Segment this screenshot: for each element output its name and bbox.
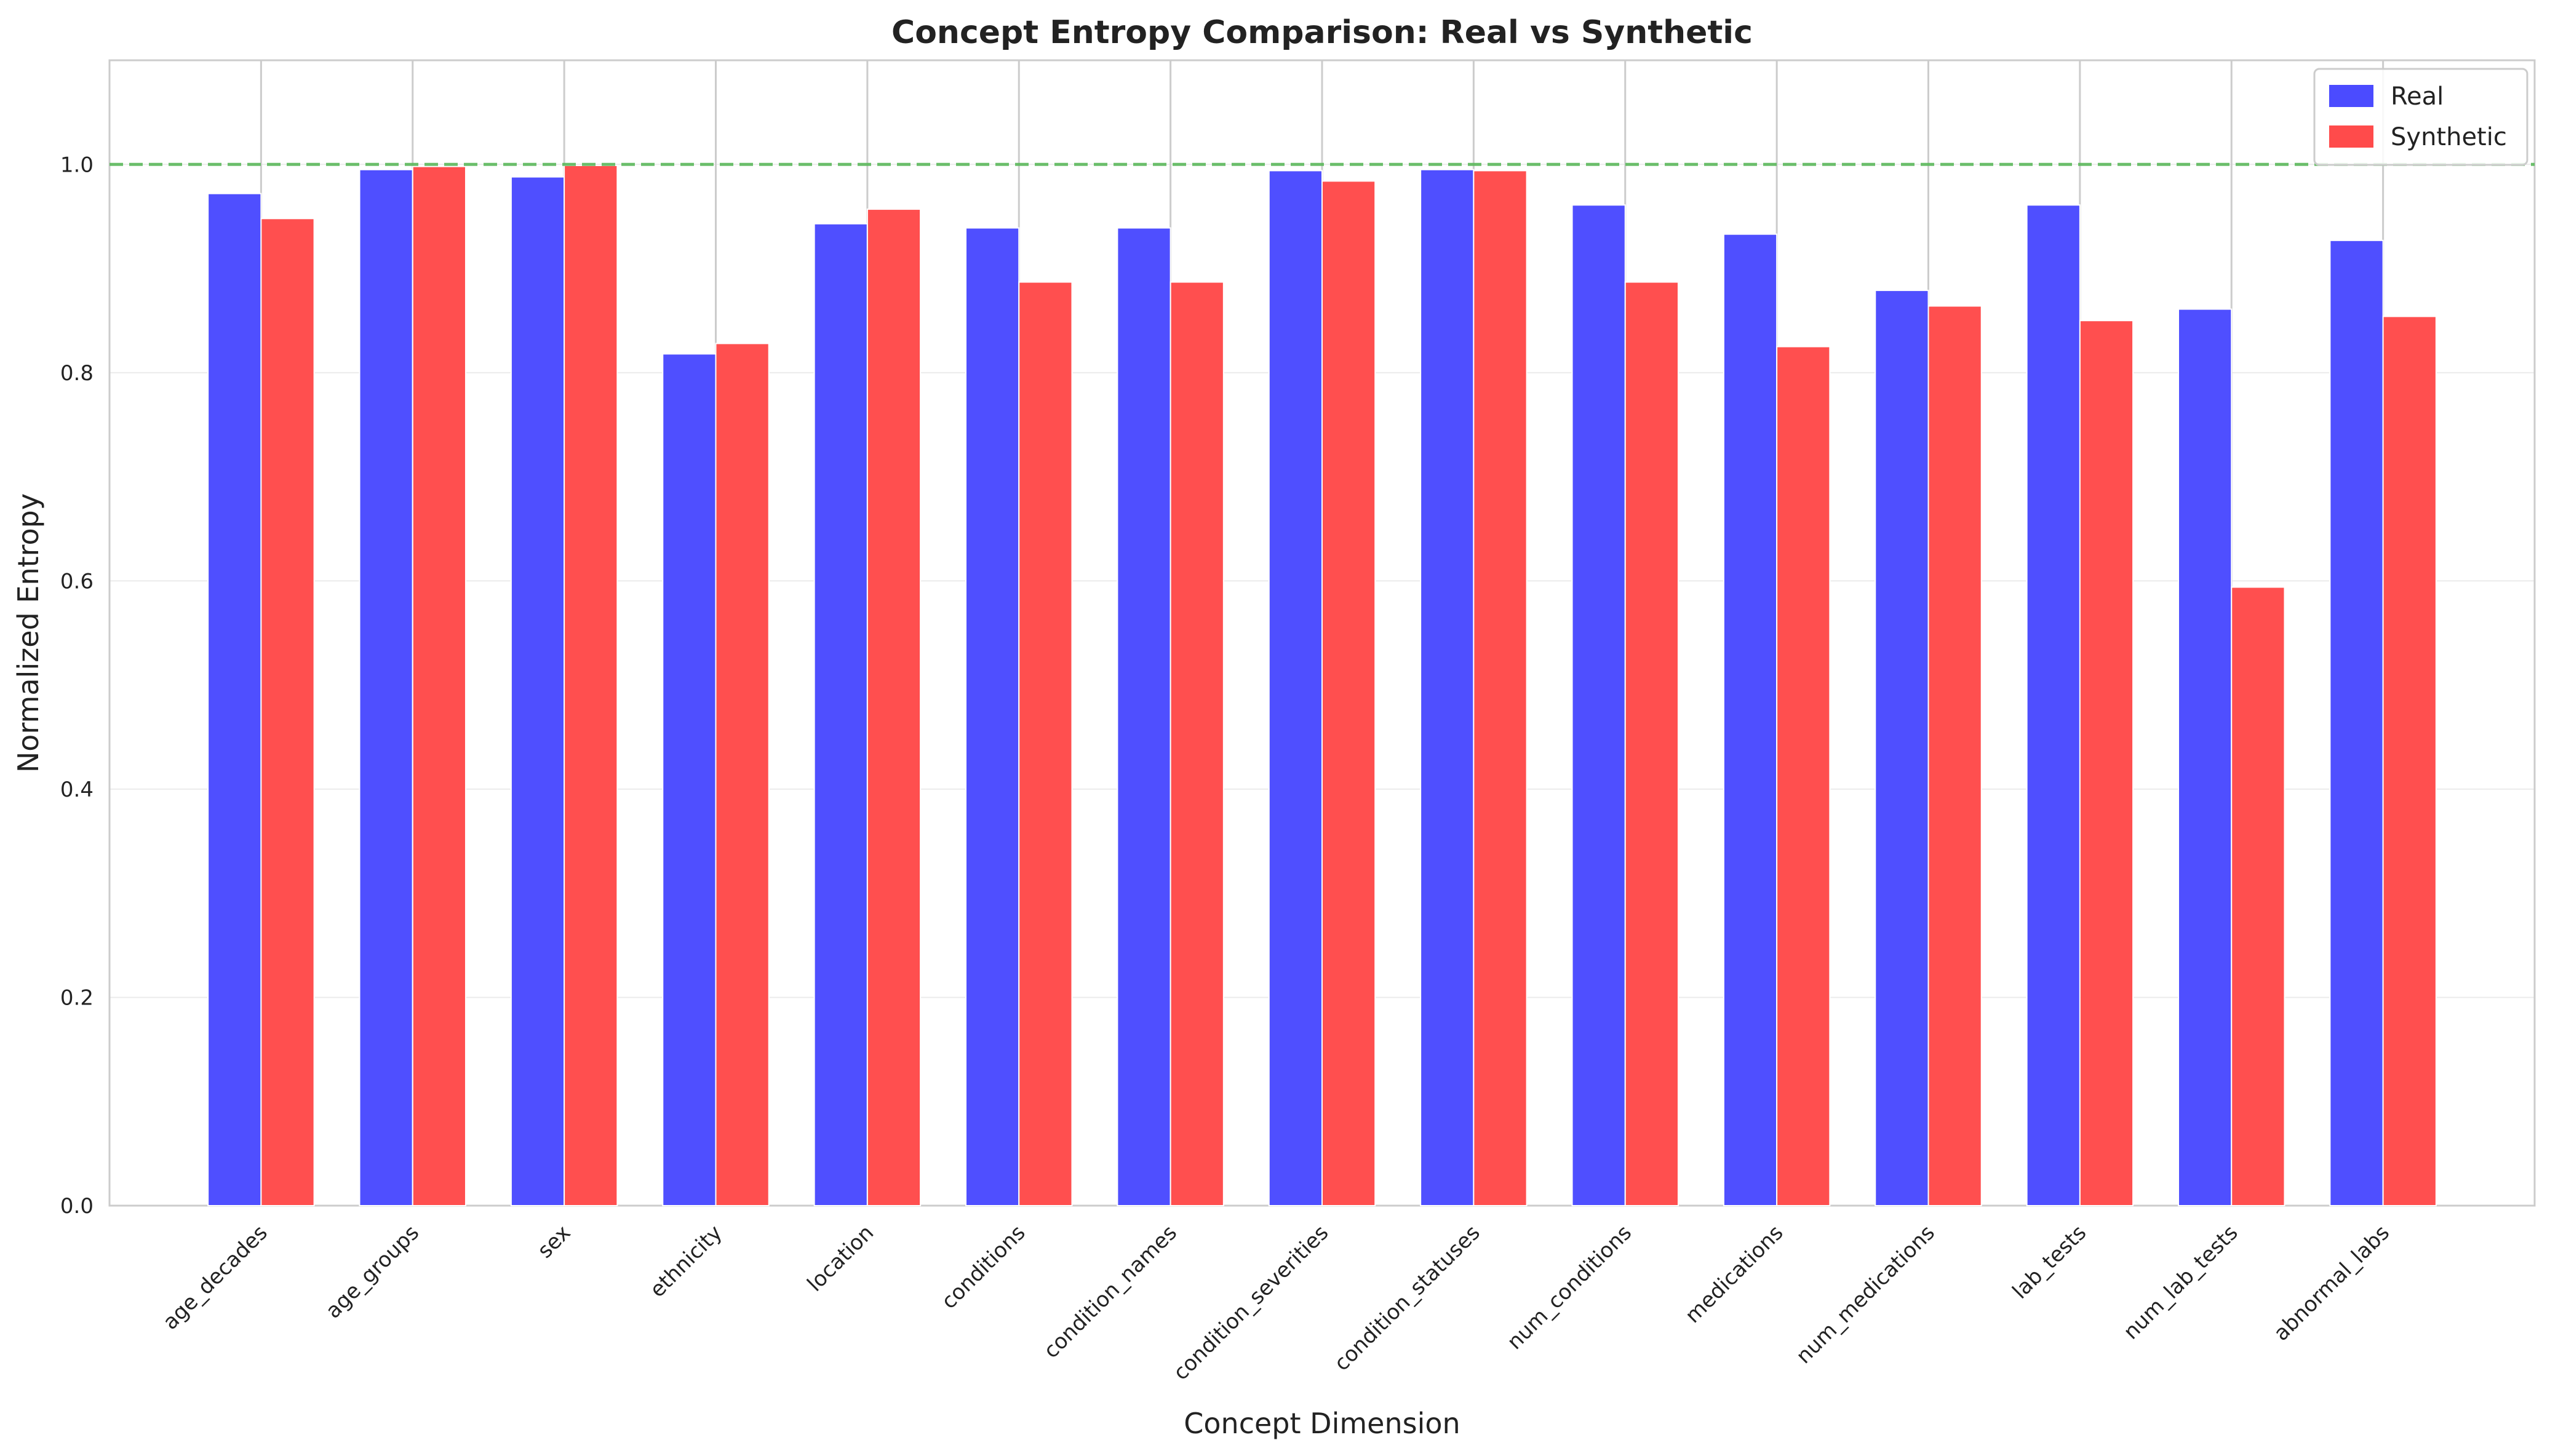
bar-synthetic-location bbox=[866, 209, 922, 1206]
bar-real-ethnicity bbox=[662, 353, 717, 1206]
bar-real-age_groups bbox=[359, 169, 413, 1207]
bar-synthetic-num_medications bbox=[1927, 305, 1982, 1206]
y-tick-label: 0.0 bbox=[60, 1194, 94, 1219]
y-tick-labels: 0.0 0.2 0.4 0.6 0.8 1.0 bbox=[60, 153, 94, 1219]
bar-real-age_decades bbox=[207, 193, 262, 1207]
bar-synthetic-condition_statuses bbox=[1473, 170, 1528, 1206]
bar-synthetic-conditions bbox=[1018, 281, 1073, 1206]
bar-real-lab_tests bbox=[2026, 204, 2081, 1207]
bar-synthetic-age_decades bbox=[260, 218, 315, 1206]
bar-synthetic-condition_names bbox=[1169, 281, 1224, 1206]
legend-label-synthetic: Synthetic bbox=[2391, 123, 2507, 151]
bars-layer bbox=[207, 164, 2437, 1207]
bar-real-conditions bbox=[965, 227, 1020, 1207]
bar-synthetic-medications bbox=[1776, 346, 1831, 1206]
bar-real-medications bbox=[1723, 233, 1778, 1207]
chart-title: Concept Entropy Comparison: Real vs Synt… bbox=[891, 14, 1753, 51]
legend-swatch-real bbox=[2329, 85, 2373, 107]
legend: Real Synthetic bbox=[2313, 68, 2528, 166]
legend-swatch-synthetic bbox=[2329, 125, 2373, 148]
bar-synthetic-abnormal_labs bbox=[2382, 316, 2437, 1206]
y-tick-label: 0.6 bbox=[60, 569, 94, 594]
bar-real-sex bbox=[510, 176, 565, 1206]
bar-real-abnormal_labs bbox=[2329, 239, 2384, 1207]
bar-real-condition_severities bbox=[1268, 170, 1323, 1206]
legend-label-real: Real bbox=[2391, 82, 2444, 111]
y-tick-label: 0.8 bbox=[60, 361, 94, 386]
y-tick-label: 0.2 bbox=[60, 985, 94, 1010]
bar-synthetic-num_lab_tests bbox=[2231, 586, 2285, 1206]
bar-real-location bbox=[813, 223, 868, 1206]
y-tick-label: 0.4 bbox=[60, 778, 94, 802]
bar-real-num_lab_tests bbox=[2178, 308, 2233, 1207]
bar-synthetic-lab_tests bbox=[2079, 320, 2134, 1207]
bar-real-num_medications bbox=[1875, 290, 1929, 1206]
bar-synthetic-num_conditions bbox=[1624, 281, 1679, 1206]
y-tick-label: 1.0 bbox=[60, 153, 94, 177]
bar-synthetic-age_groups bbox=[412, 165, 466, 1206]
x-axis-title: Concept Dimension bbox=[1184, 1407, 1460, 1440]
bar-synthetic-ethnicity bbox=[715, 343, 770, 1206]
bar-synthetic-condition_severities bbox=[1321, 180, 1376, 1207]
bar-synthetic-sex bbox=[564, 164, 618, 1206]
bar-real-num_conditions bbox=[1571, 204, 1626, 1207]
bar-real-condition_statuses bbox=[1420, 169, 1475, 1207]
bar-real-condition_names bbox=[1117, 227, 1171, 1207]
y-axis-title: Normalized Entropy bbox=[12, 493, 45, 773]
